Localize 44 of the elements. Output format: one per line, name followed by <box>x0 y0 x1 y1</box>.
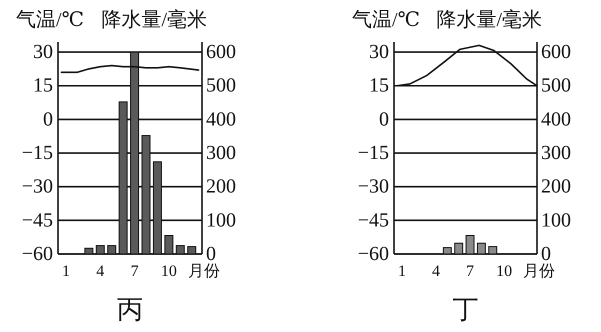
y2-tick-label: 300 <box>541 142 571 164</box>
y-tick-label: 0 <box>43 108 53 130</box>
y2-tick-label: 100 <box>206 209 236 232</box>
y2-tick-label: 200 <box>206 176 236 198</box>
x-tick-label: 4 <box>432 263 440 280</box>
y-tick-label: −45 <box>22 209 53 232</box>
x-tick-label: 1 <box>62 263 70 280</box>
text: 丁 <box>452 295 478 324</box>
x-tick-label: 7 <box>130 263 139 280</box>
y2-tick-label: 100 <box>541 209 571 232</box>
y2-tick-label: 500 <box>206 74 236 97</box>
y-tick-label: −15 <box>22 142 53 164</box>
y-tick-label: −30 <box>358 176 389 198</box>
y-tick-label: −60 <box>22 243 53 265</box>
x-tick-label: 1 <box>398 263 406 280</box>
y2-tick-label: 400 <box>541 108 571 130</box>
y2-tick-label: 300 <box>206 142 236 164</box>
y-tick-label: −45 <box>358 209 389 232</box>
y-tick-label: 0 <box>379 108 389 130</box>
y2-tick-label: 600 <box>541 41 571 64</box>
y-tick-label: −15 <box>358 142 389 164</box>
y-tick-label: −30 <box>22 176 53 198</box>
y2-tick-label: 600 <box>206 41 236 64</box>
y2-tick-label: 400 <box>206 108 236 130</box>
y2-tick-label: 0 <box>541 243 551 265</box>
x-tick-label: 10 <box>160 263 177 280</box>
y2-axis-title: 降水量/毫米 <box>101 8 207 31</box>
x-tick-label: 4 <box>96 263 104 280</box>
y-tick-label: 30 <box>33 41 53 64</box>
x-tick-label: 7 <box>466 263 474 280</box>
y2-axis-title: 降水量/毫米 <box>436 8 542 31</box>
y2-tick-label: 500 <box>541 74 571 97</box>
x-axis-title: 月份 <box>523 263 555 280</box>
y-tick-label: 15 <box>33 74 53 97</box>
y-axis-title: 气温/℃ <box>352 9 420 31</box>
x-axis-title: 月份 <box>188 263 220 280</box>
text: 丙 <box>117 295 143 324</box>
y2-tick-label: 0 <box>206 243 216 265</box>
y-axis-title: 气温/℃ <box>16 9 84 31</box>
y-tick-label: 15 <box>369 74 389 97</box>
x-tick-label: 10 <box>496 263 512 280</box>
y-tick-label: 30 <box>369 41 389 64</box>
y2-tick-label: 200 <box>541 176 571 198</box>
y-tick-label: −60 <box>358 243 389 265</box>
